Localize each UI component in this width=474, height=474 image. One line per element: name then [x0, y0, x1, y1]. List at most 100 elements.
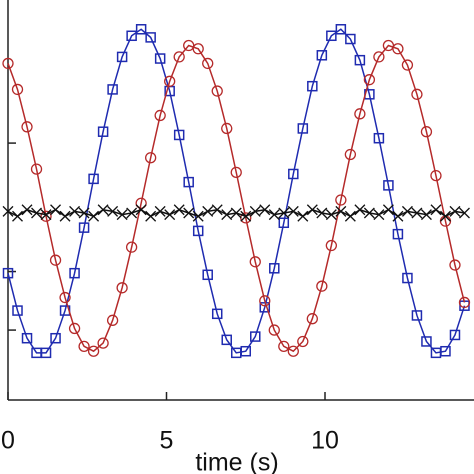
series	[2, 204, 470, 222]
square-marker	[183, 176, 194, 188]
cross-marker	[278, 207, 290, 219]
circle-marker	[106, 314, 119, 326]
cross-marker	[107, 205, 119, 217]
square-marker	[421, 336, 432, 347]
square-marker	[2, 267, 14, 279]
circle-marker	[392, 43, 404, 55]
series-line	[7, 28, 466, 354]
circle-marker	[164, 75, 176, 87]
circle-marker	[268, 324, 280, 336]
square-marker	[211, 308, 223, 320]
square-marker	[12, 305, 23, 316]
circle-marker	[202, 57, 214, 70]
circle-marker	[87, 345, 100, 357]
cross-marker	[401, 205, 413, 217]
circle-marker	[40, 210, 52, 222]
cross-marker	[192, 210, 204, 222]
cross-marker	[50, 204, 62, 216]
circle-marker	[430, 169, 442, 182]
circle-marker	[135, 197, 147, 209]
cross-marker	[249, 205, 261, 217]
circle-marker	[335, 194, 347, 206]
cross-marker	[145, 210, 157, 222]
square-marker	[40, 347, 52, 359]
circle-marker	[2, 57, 14, 70]
cross-marker	[259, 204, 271, 216]
square-marker	[297, 123, 309, 134]
square-marker	[354, 54, 366, 66]
square-marker	[402, 272, 413, 284]
cross-marker	[411, 207, 423, 219]
circle-marker	[78, 340, 90, 352]
cross-marker	[230, 207, 242, 219]
cross-marker	[116, 209, 128, 221]
cross-marker	[344, 210, 356, 222]
circle-marker	[344, 148, 357, 161]
circle-marker	[49, 254, 62, 266]
cross-marker	[69, 205, 81, 217]
square-marker	[145, 32, 156, 43]
square-marker	[250, 331, 261, 342]
circle-marker	[411, 88, 423, 100]
cross-marker	[335, 205, 347, 217]
cross-marker	[78, 207, 90, 219]
square-marker	[383, 180, 394, 191]
cross-marker	[268, 209, 280, 221]
cross-marker	[21, 204, 33, 216]
x-tick-label: 0	[1, 427, 15, 455]
circle-marker	[354, 108, 366, 120]
cross-marker	[459, 207, 470, 219]
circle-marker	[125, 241, 138, 253]
x-axis-label: time (s)	[195, 449, 278, 474]
square-marker	[307, 80, 318, 92]
circle-marker	[420, 126, 433, 138]
square-marker	[240, 345, 252, 357]
square-marker	[88, 173, 99, 185]
cross-marker	[88, 210, 100, 222]
cross-marker	[2, 205, 14, 217]
circle-marker	[116, 282, 128, 294]
cross-marker	[316, 207, 328, 219]
circle-marker	[278, 340, 290, 352]
square-marker	[316, 50, 328, 61]
series	[2, 24, 470, 359]
circle-marker	[287, 345, 299, 357]
square-marker	[126, 30, 137, 42]
cross-marker	[449, 205, 461, 217]
circle-marker	[192, 43, 204, 55]
circle-marker	[249, 256, 261, 268]
circle-marker	[316, 280, 328, 292]
cross-marker	[97, 204, 109, 216]
cross-marker	[135, 204, 147, 216]
square-marker	[116, 51, 128, 63]
cross-marker	[440, 210, 451, 222]
circle-marker	[297, 335, 309, 348]
cross-marker	[382, 204, 394, 216]
circle-marker	[154, 109, 166, 122]
x-tick-label: 5	[160, 427, 174, 455]
cross-marker	[59, 210, 71, 222]
cross-marker	[363, 207, 375, 219]
square-marker	[107, 84, 118, 95]
cross-marker	[373, 209, 385, 221]
square-marker	[373, 132, 385, 144]
circle-marker	[173, 51, 185, 63]
circle-marker	[221, 122, 233, 135]
circle-marker	[259, 295, 271, 307]
square-marker	[154, 53, 166, 64]
cross-marker	[12, 210, 23, 222]
cross-marker	[211, 204, 223, 216]
circle-marker	[97, 337, 109, 349]
cross-marker	[420, 209, 432, 221]
square-marker	[411, 310, 423, 321]
circle-marker	[449, 259, 461, 271]
cross-marker	[287, 205, 299, 217]
square-marker	[269, 263, 280, 274]
square-marker	[78, 222, 90, 233]
cross-marker	[297, 210, 309, 222]
cross-marker	[430, 204, 442, 216]
cross-marker	[164, 209, 176, 221]
cross-marker	[325, 209, 337, 221]
